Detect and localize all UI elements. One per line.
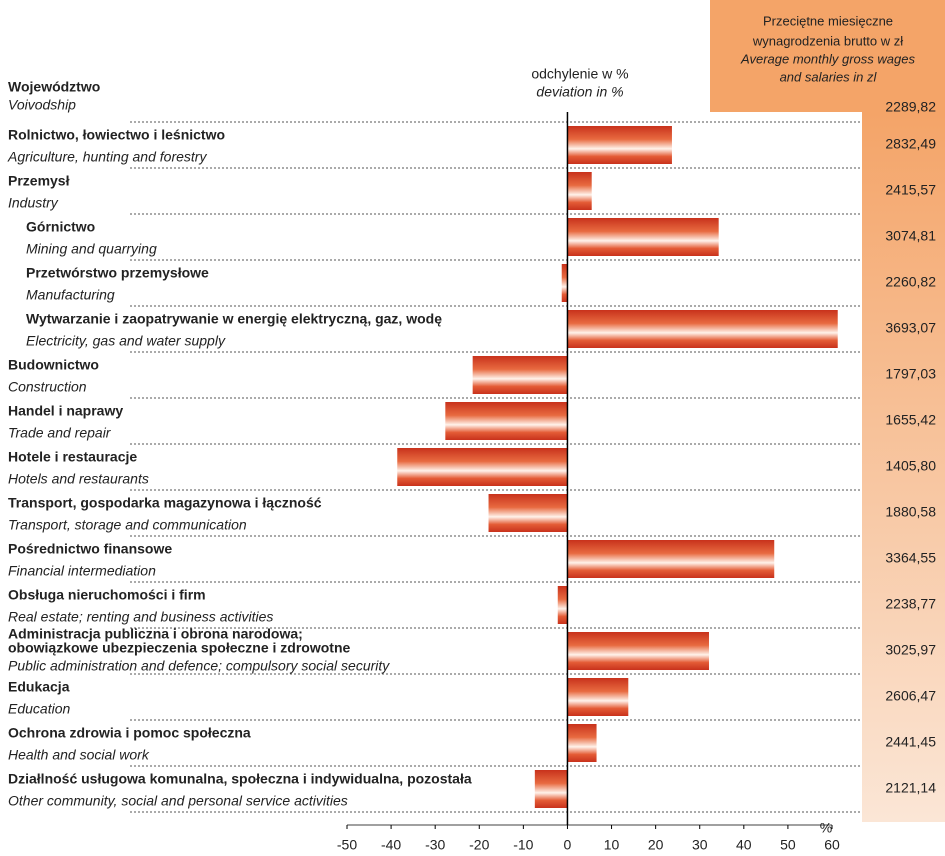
category-label: Handel i naprawy — [8, 403, 123, 419]
wage-label: 2415,57 — [885, 182, 936, 198]
header-line: and salaries in zl — [780, 69, 878, 84]
total-label: Voivodship — [8, 97, 76, 113]
bar — [397, 448, 568, 486]
wage-label: 3074,81 — [885, 228, 936, 244]
wage-label: 1797,03 — [885, 366, 936, 382]
bar — [557, 586, 568, 624]
axis-title: odchylenie w % — [531, 66, 628, 82]
category-label-en: Mining and quarrying — [26, 241, 157, 257]
header-line: wynagrodzenia brutto w zł — [752, 33, 903, 48]
category-label-en: Industry — [8, 195, 59, 211]
category-label-en: Education — [8, 701, 70, 717]
total-wage: 2289,82 — [885, 99, 936, 115]
category-label-en: Transport, storage and communication — [8, 517, 247, 533]
category-label: Górnictwo — [26, 219, 95, 235]
wage-label: 2606,47 — [885, 688, 936, 704]
wage-label: 1405,80 — [885, 458, 936, 474]
wage-label: 2121,14 — [885, 780, 936, 796]
x-tick-label: 20 — [648, 837, 664, 853]
category-label: Ochrona zdrowia i pomoc społeczna — [8, 725, 251, 741]
bar — [445, 402, 568, 440]
wage-label: 2260,82 — [885, 274, 936, 290]
x-tick-label: 40 — [736, 837, 752, 853]
category-label-en: Financial intermediation — [8, 563, 156, 579]
bar — [567, 172, 592, 210]
category-label: Edukacja — [8, 679, 70, 695]
category-label-en: Public administration and defence; compu… — [8, 658, 390, 674]
x-tick-label: -40 — [381, 837, 401, 853]
wage-label: 2832,49 — [885, 136, 936, 152]
category-label: obowiązkowe ubezpieczenia społeczne i zd… — [8, 640, 350, 656]
bar — [567, 632, 709, 670]
bar — [567, 724, 597, 762]
category-label-en: Real estate; renting and business activi… — [8, 609, 273, 625]
bar — [567, 540, 775, 578]
bar — [567, 310, 838, 348]
wage-label: 1655,42 — [885, 412, 936, 428]
header-line: Average monthly gross wages — [740, 51, 915, 66]
axis-title: deviation in % — [536, 84, 623, 100]
wage-label: 1880,58 — [885, 504, 936, 520]
bar — [472, 356, 568, 394]
total-label: Województwo — [8, 79, 100, 95]
bar — [488, 494, 568, 532]
bar — [567, 126, 672, 164]
bar — [567, 678, 629, 716]
wage-label: 3025,97 — [885, 642, 936, 658]
category-label: Administracja publiczna i obrona narodow… — [8, 626, 303, 642]
category-label: Działlność usługowa komunalna, społeczna… — [8, 771, 472, 787]
x-tick-label: -10 — [513, 837, 533, 853]
category-label-en: Manufacturing — [26, 287, 115, 303]
category-label-en: Electricity, gas and water supply — [26, 333, 226, 349]
category-label: Transport, gospodarka magazynowa i łączn… — [8, 495, 322, 511]
category-label-en: Construction — [8, 379, 87, 395]
category-label-en: Health and social work — [8, 747, 150, 763]
header-box — [710, 0, 945, 112]
category-label: Wytwarzanie i zaopatrywanie w energię el… — [26, 311, 442, 327]
x-tick-label: 50 — [780, 837, 796, 853]
wage-label: 2441,45 — [885, 734, 936, 750]
category-label-en: Agriculture, hunting and forestry — [7, 149, 207, 165]
x-tick-label: -20 — [469, 837, 489, 853]
x-tick-label: 60 — [824, 837, 840, 853]
wage-label: 3693,07 — [885, 320, 936, 336]
bar — [567, 218, 719, 256]
category-label: Obsługa nieruchomości i firm — [8, 587, 206, 603]
category-label: Hotele i restauracje — [8, 449, 137, 465]
wage-label: 3364,55 — [885, 550, 936, 566]
x-tick-label: -30 — [425, 837, 445, 853]
category-label: Rolnictwo, łowiectwo i leśnictwo — [8, 127, 225, 143]
header-line: Przeciętne miesięczne — [763, 13, 893, 28]
bar — [534, 770, 568, 808]
category-label: Budownictwo — [8, 357, 99, 373]
unit: % — [820, 820, 832, 836]
category-label: Przemysł — [8, 173, 70, 189]
wage-column — [862, 112, 945, 822]
category-label: Pośrednictwo finansowe — [8, 541, 172, 557]
category-label-en: Other community, social and personal ser… — [8, 793, 348, 809]
category-label-en: Trade and repair — [8, 425, 112, 441]
category-label: Przetwórstwo przemysłowe — [26, 265, 209, 281]
bar — [561, 264, 568, 302]
category-label-en: Hotels and restaurants — [8, 471, 149, 487]
x-tick-label: 0 — [564, 837, 572, 853]
x-tick-label: 10 — [604, 837, 620, 853]
wage-label: 2238,77 — [885, 596, 936, 612]
x-tick-label: 30 — [692, 837, 708, 853]
x-tick-label: -50 — [337, 837, 357, 853]
